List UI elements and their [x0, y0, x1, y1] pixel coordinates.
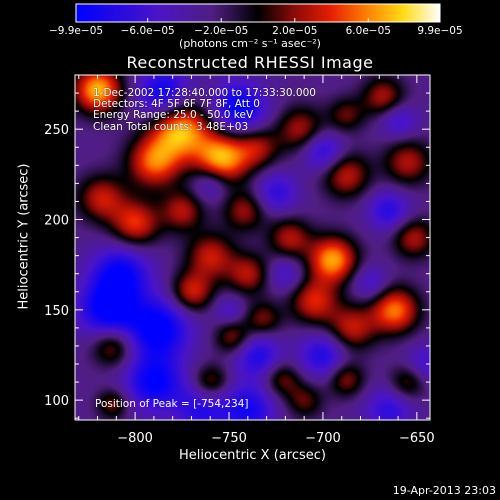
- y-tick-label: 100: [44, 394, 69, 409]
- colorbar-tick-label: 9.9e−05: [417, 25, 462, 37]
- colorbar-frame: [75, 3, 441, 23]
- x-tick-label: −800: [117, 431, 153, 446]
- info-time-range: 1-Dec-2002 17:28:40.000 to 17:33:30.000: [93, 87, 316, 99]
- x-tick-label: −700: [305, 431, 341, 446]
- x-tick-label: −750: [211, 431, 247, 446]
- peak-position-label: Position of Peak = [-754,234]: [95, 398, 249, 410]
- info-energy-range: Energy Range: 25.0 - 50.0 keV: [93, 109, 254, 121]
- x-axis-label: Heliocentric X (arcsec): [179, 448, 326, 463]
- info-detectors: Detectors: 4F 5F 6F 7F 8F, Att 0: [93, 98, 260, 110]
- colorbar-tick-label: −9.9e−05: [49, 25, 103, 37]
- y-tick-label: 250: [44, 123, 69, 138]
- colorbar-tick-label: 2.0e−05: [272, 25, 317, 37]
- y-tick-label: 200: [44, 214, 69, 229]
- colorbar-units-label: (photons cm⁻² s⁻¹ asec⁻²): [179, 37, 321, 50]
- timestamp: 19-Apr-2013 23:03: [392, 484, 496, 497]
- colorbar-tick-label: −2.0e−05: [194, 25, 248, 37]
- colorbar-tick-label: −6.0e−05: [121, 25, 175, 37]
- info-total-counts: Clean Total counts: 3.48E+03: [93, 121, 249, 133]
- plot-frame: [74, 74, 431, 421]
- y-tick-label: 150: [44, 304, 69, 319]
- x-tick-label: −650: [399, 431, 435, 446]
- colorbar-tick-label: 6.0e−05: [346, 25, 391, 37]
- chart-title: Reconstructed RHESSI Image: [126, 53, 374, 72]
- y-axis-label: Heliocentric Y (arcsec): [16, 163, 32, 310]
